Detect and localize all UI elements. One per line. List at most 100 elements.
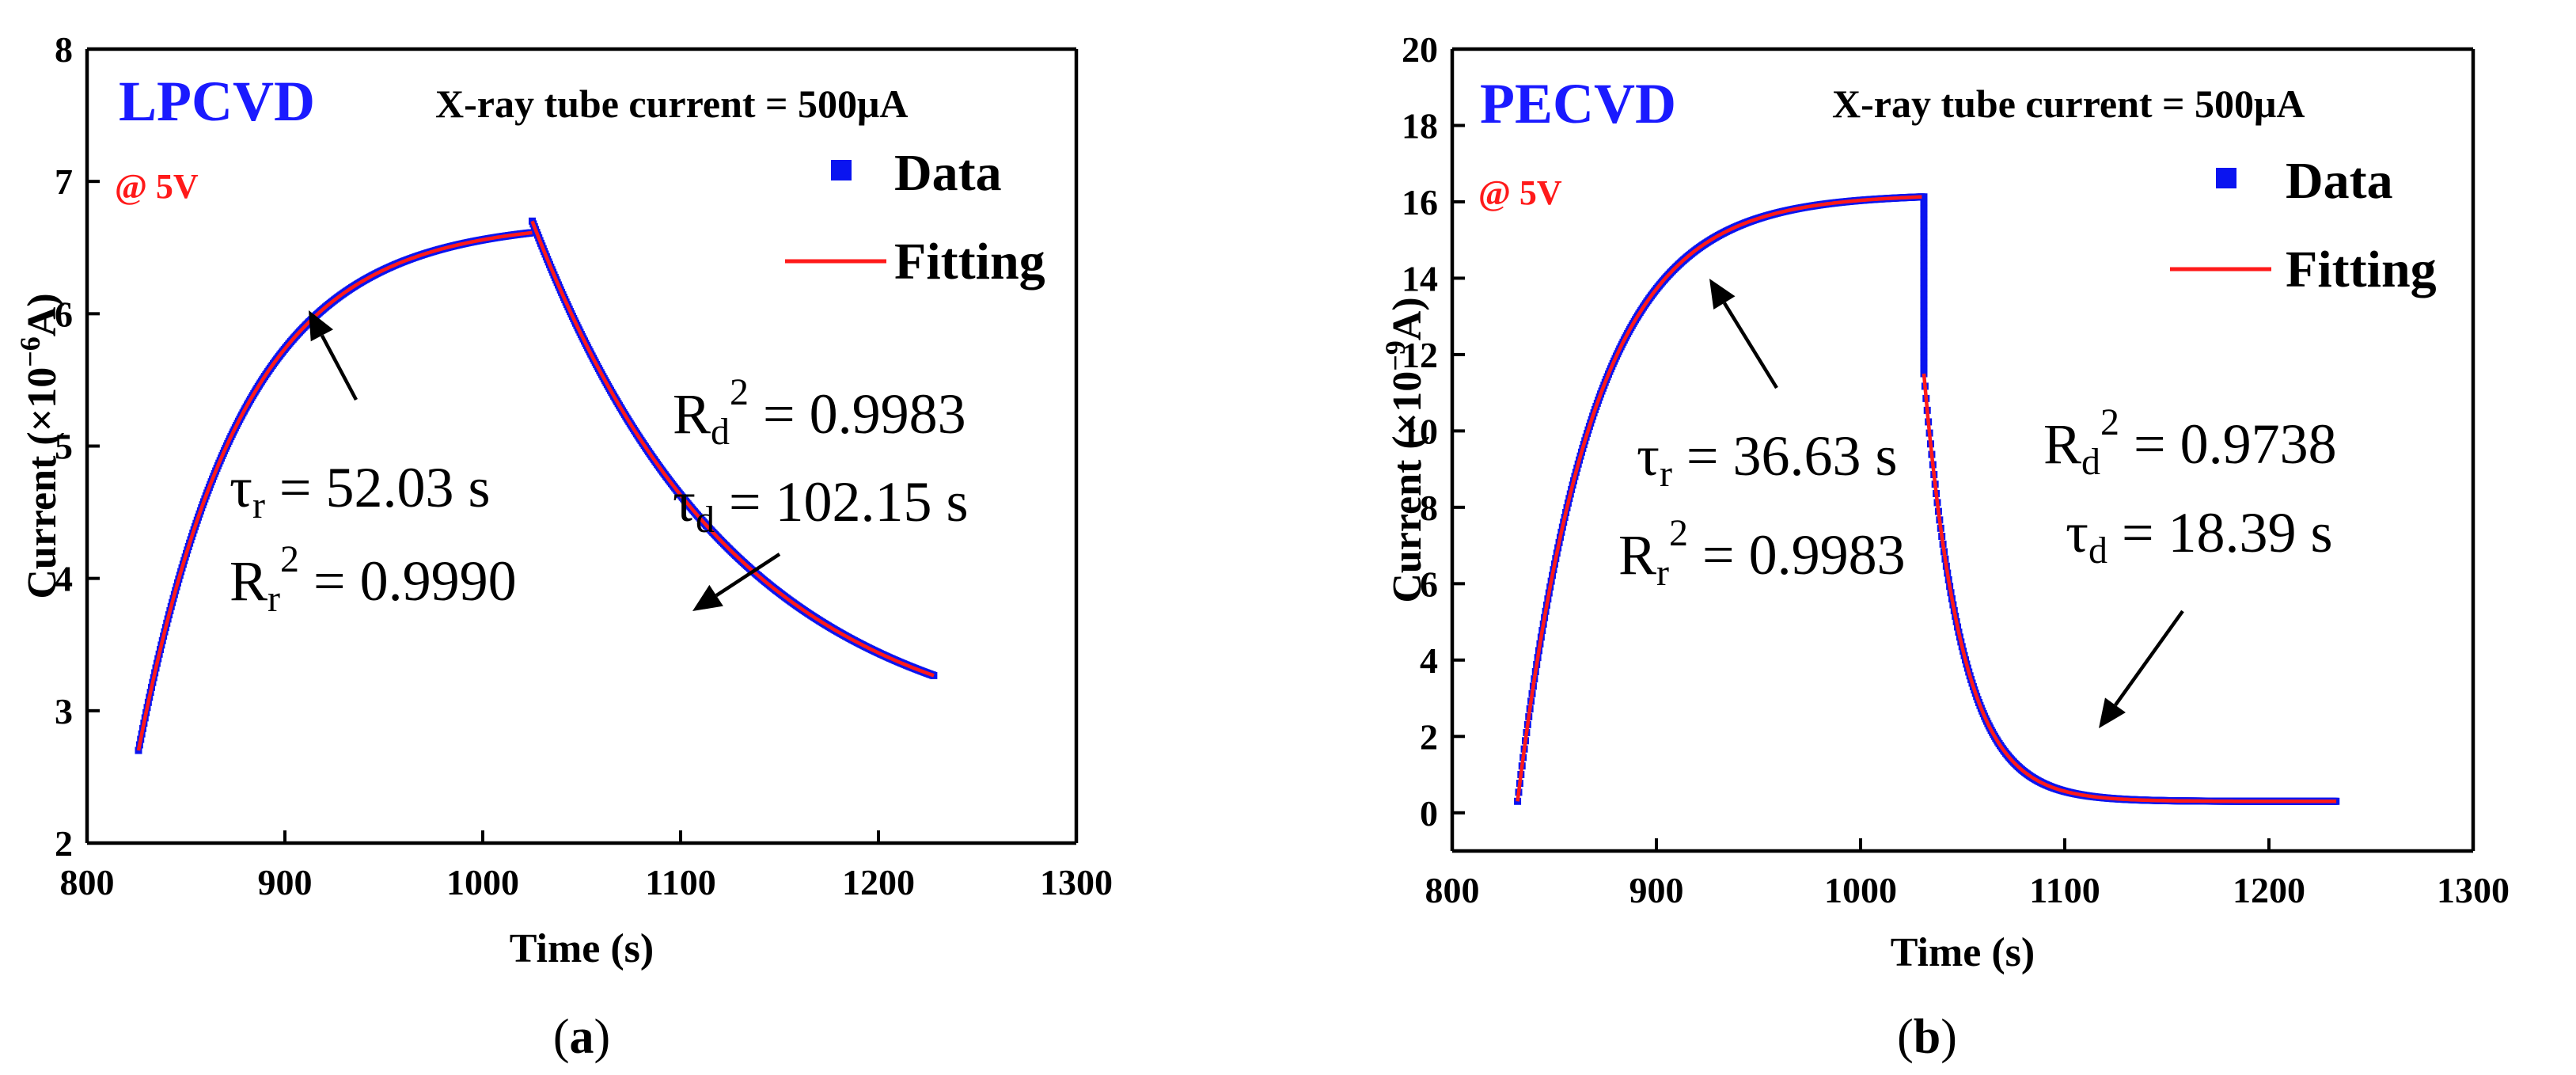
data-point xyxy=(1920,325,1928,332)
data-point xyxy=(1920,245,1928,253)
decay-tau-annotation: τd = 102.15 s xyxy=(673,470,969,541)
x-axis-title: Time (s) xyxy=(510,926,654,971)
rise-arrow-head xyxy=(1709,279,1736,310)
condition-label: X-ray tube current = 500μA xyxy=(1832,82,2305,126)
y-tick-label: 18 xyxy=(1402,105,1438,146)
rise-r2-annotation-value: = 0.9983 xyxy=(1688,523,1906,587)
y-tick-label: 2 xyxy=(1420,716,1438,757)
y-tick-label: 0 xyxy=(1420,793,1438,834)
decay-r2-annotation: Rd2 = 0.9983 xyxy=(673,371,966,453)
x-tick-label: 900 xyxy=(258,862,313,902)
legend-data-label: Data xyxy=(894,144,1002,202)
panel-b: 0 2 4 6 8 10 12 14 16 18 20 800 900 1000 1100 1200 1300 T… xyxy=(1379,29,2510,975)
rise-r2-annotation-superscript: 2 xyxy=(1669,512,1688,554)
data-point xyxy=(1920,336,1928,344)
rise-r2-annotation-subscript: r xyxy=(267,578,280,620)
y-tick-label: 5 xyxy=(55,427,73,467)
rise-r2-annotation-value: = 0.9990 xyxy=(299,549,517,613)
rise-r2-annotation-superscript: 2 xyxy=(280,538,299,580)
panel-a: 2 3 4 5 6 7 8 800 900 1000 1100 1200 1300 Time (s) Cur… xyxy=(14,29,1113,971)
bias-label: @ 5V xyxy=(115,167,199,206)
decay-r2-annotation-subscript: d xyxy=(711,411,730,453)
data-series xyxy=(1514,193,2340,805)
rise-arrow-shaft xyxy=(1722,302,1778,389)
decay-tau-annotation: τd = 18.39 s xyxy=(2066,501,2333,572)
x-tick-label: 1200 xyxy=(842,862,915,902)
y-tick-label: 4 xyxy=(55,559,73,599)
x-tick-label: 1100 xyxy=(2029,870,2100,910)
data-point xyxy=(1920,348,1928,355)
rise-r2-annotation: Rr2 = 0.9983 xyxy=(1618,512,1906,594)
data-point xyxy=(1920,239,1928,247)
rise-tau-annotation-value: = 36.63 s xyxy=(1672,424,1898,488)
y-tick-label: 14 xyxy=(1402,258,1438,298)
rise-arrow-shaft xyxy=(320,334,358,401)
rise-tau-annotation: τr = 52.03 s xyxy=(230,456,491,526)
decay-r2-annotation-subscript: d xyxy=(2081,441,2100,483)
data-point xyxy=(1920,256,1928,264)
data-point xyxy=(1920,262,1928,270)
x-tick-label: 1000 xyxy=(1824,870,1897,910)
decay-r2-annotation: Rd2 = 0.9738 xyxy=(2043,401,2337,483)
condition-label: X-ray tube current = 500μA xyxy=(435,82,909,126)
data-point xyxy=(1920,210,1928,218)
data-point xyxy=(1920,307,1928,315)
data-point xyxy=(1920,342,1928,350)
rise-tau-annotation-subscript: r xyxy=(1660,453,1672,495)
bias-label: @ 5V xyxy=(1478,173,1562,212)
x-tick-label: 1100 xyxy=(645,862,715,902)
data-point xyxy=(1920,302,1928,310)
fit-line-decay xyxy=(1922,373,2337,803)
decay-tau-annotation-symbol: τ xyxy=(673,470,696,534)
decay-r2-annotation-superscript: 2 xyxy=(730,371,749,413)
data-point xyxy=(1920,268,1928,275)
data-point xyxy=(1920,353,1928,361)
data-point xyxy=(1920,216,1928,224)
legend-fit-label: Fitting xyxy=(894,233,1045,291)
rise-r2-annotation: Rr2 = 0.9990 xyxy=(230,538,517,620)
fit-line-decay xyxy=(530,220,935,678)
y-tick-label: 4 xyxy=(1420,640,1438,681)
fit-line-rise xyxy=(136,230,533,751)
y-tick-label: 20 xyxy=(1402,29,1438,70)
caption-b: (b) xyxy=(1897,1010,1957,1064)
y-axis-title-exponent: −6 xyxy=(14,336,46,367)
data-point xyxy=(1920,319,1928,327)
legend-data-marker xyxy=(831,160,852,180)
decay-tau-annotation-symbol: τ xyxy=(2066,501,2088,564)
y-tick-label: 3 xyxy=(55,691,73,731)
y-tick-label: 6 xyxy=(1420,564,1438,604)
data-point xyxy=(1920,222,1928,230)
decay-arrow-shaft xyxy=(2114,610,2184,707)
y-tick-label: 16 xyxy=(1402,182,1438,222)
x-tick-label: 1000 xyxy=(446,862,519,902)
data-point xyxy=(1920,359,1928,367)
y-axis-title: Current (×10−9A) xyxy=(1379,297,1430,602)
caption-b-label: b xyxy=(1914,1010,1941,1064)
data-point xyxy=(1920,204,1928,212)
x-tick-label: 1200 xyxy=(2233,870,2305,910)
decay-r2-annotation-symbol: R xyxy=(2043,412,2081,476)
panel-title: LPCVD xyxy=(119,70,315,133)
y-axis-title-exponent: −9 xyxy=(1379,340,1411,371)
rise-r2-annotation-symbol: R xyxy=(1618,523,1656,587)
x-tick-label: 800 xyxy=(60,862,115,902)
data-point xyxy=(1920,285,1928,293)
y-axis-title-prefix: Current (×10 xyxy=(1385,371,1430,603)
data-point xyxy=(1920,313,1928,321)
rise-tau-annotation-symbol: τ xyxy=(230,456,252,519)
data-point xyxy=(1920,273,1928,281)
rise-arrow-head xyxy=(309,310,334,342)
y-tick-label: 7 xyxy=(55,161,73,202)
decay-arrow-head xyxy=(2099,697,2126,728)
rise-tau-annotation-symbol: τ xyxy=(1637,424,1660,488)
x-tick-label: 900 xyxy=(1629,870,1684,910)
data-point xyxy=(1920,279,1928,287)
caption-a-label: a xyxy=(570,1010,594,1064)
y-tick-label: 2 xyxy=(55,823,73,864)
y-axis-title-suffix: A) xyxy=(20,293,65,336)
y-tick-label: 12 xyxy=(1402,335,1438,375)
decay-tau-annotation-value: = 102.15 s xyxy=(715,470,969,534)
decay-r2-annotation-superscript: 2 xyxy=(2100,401,2119,443)
